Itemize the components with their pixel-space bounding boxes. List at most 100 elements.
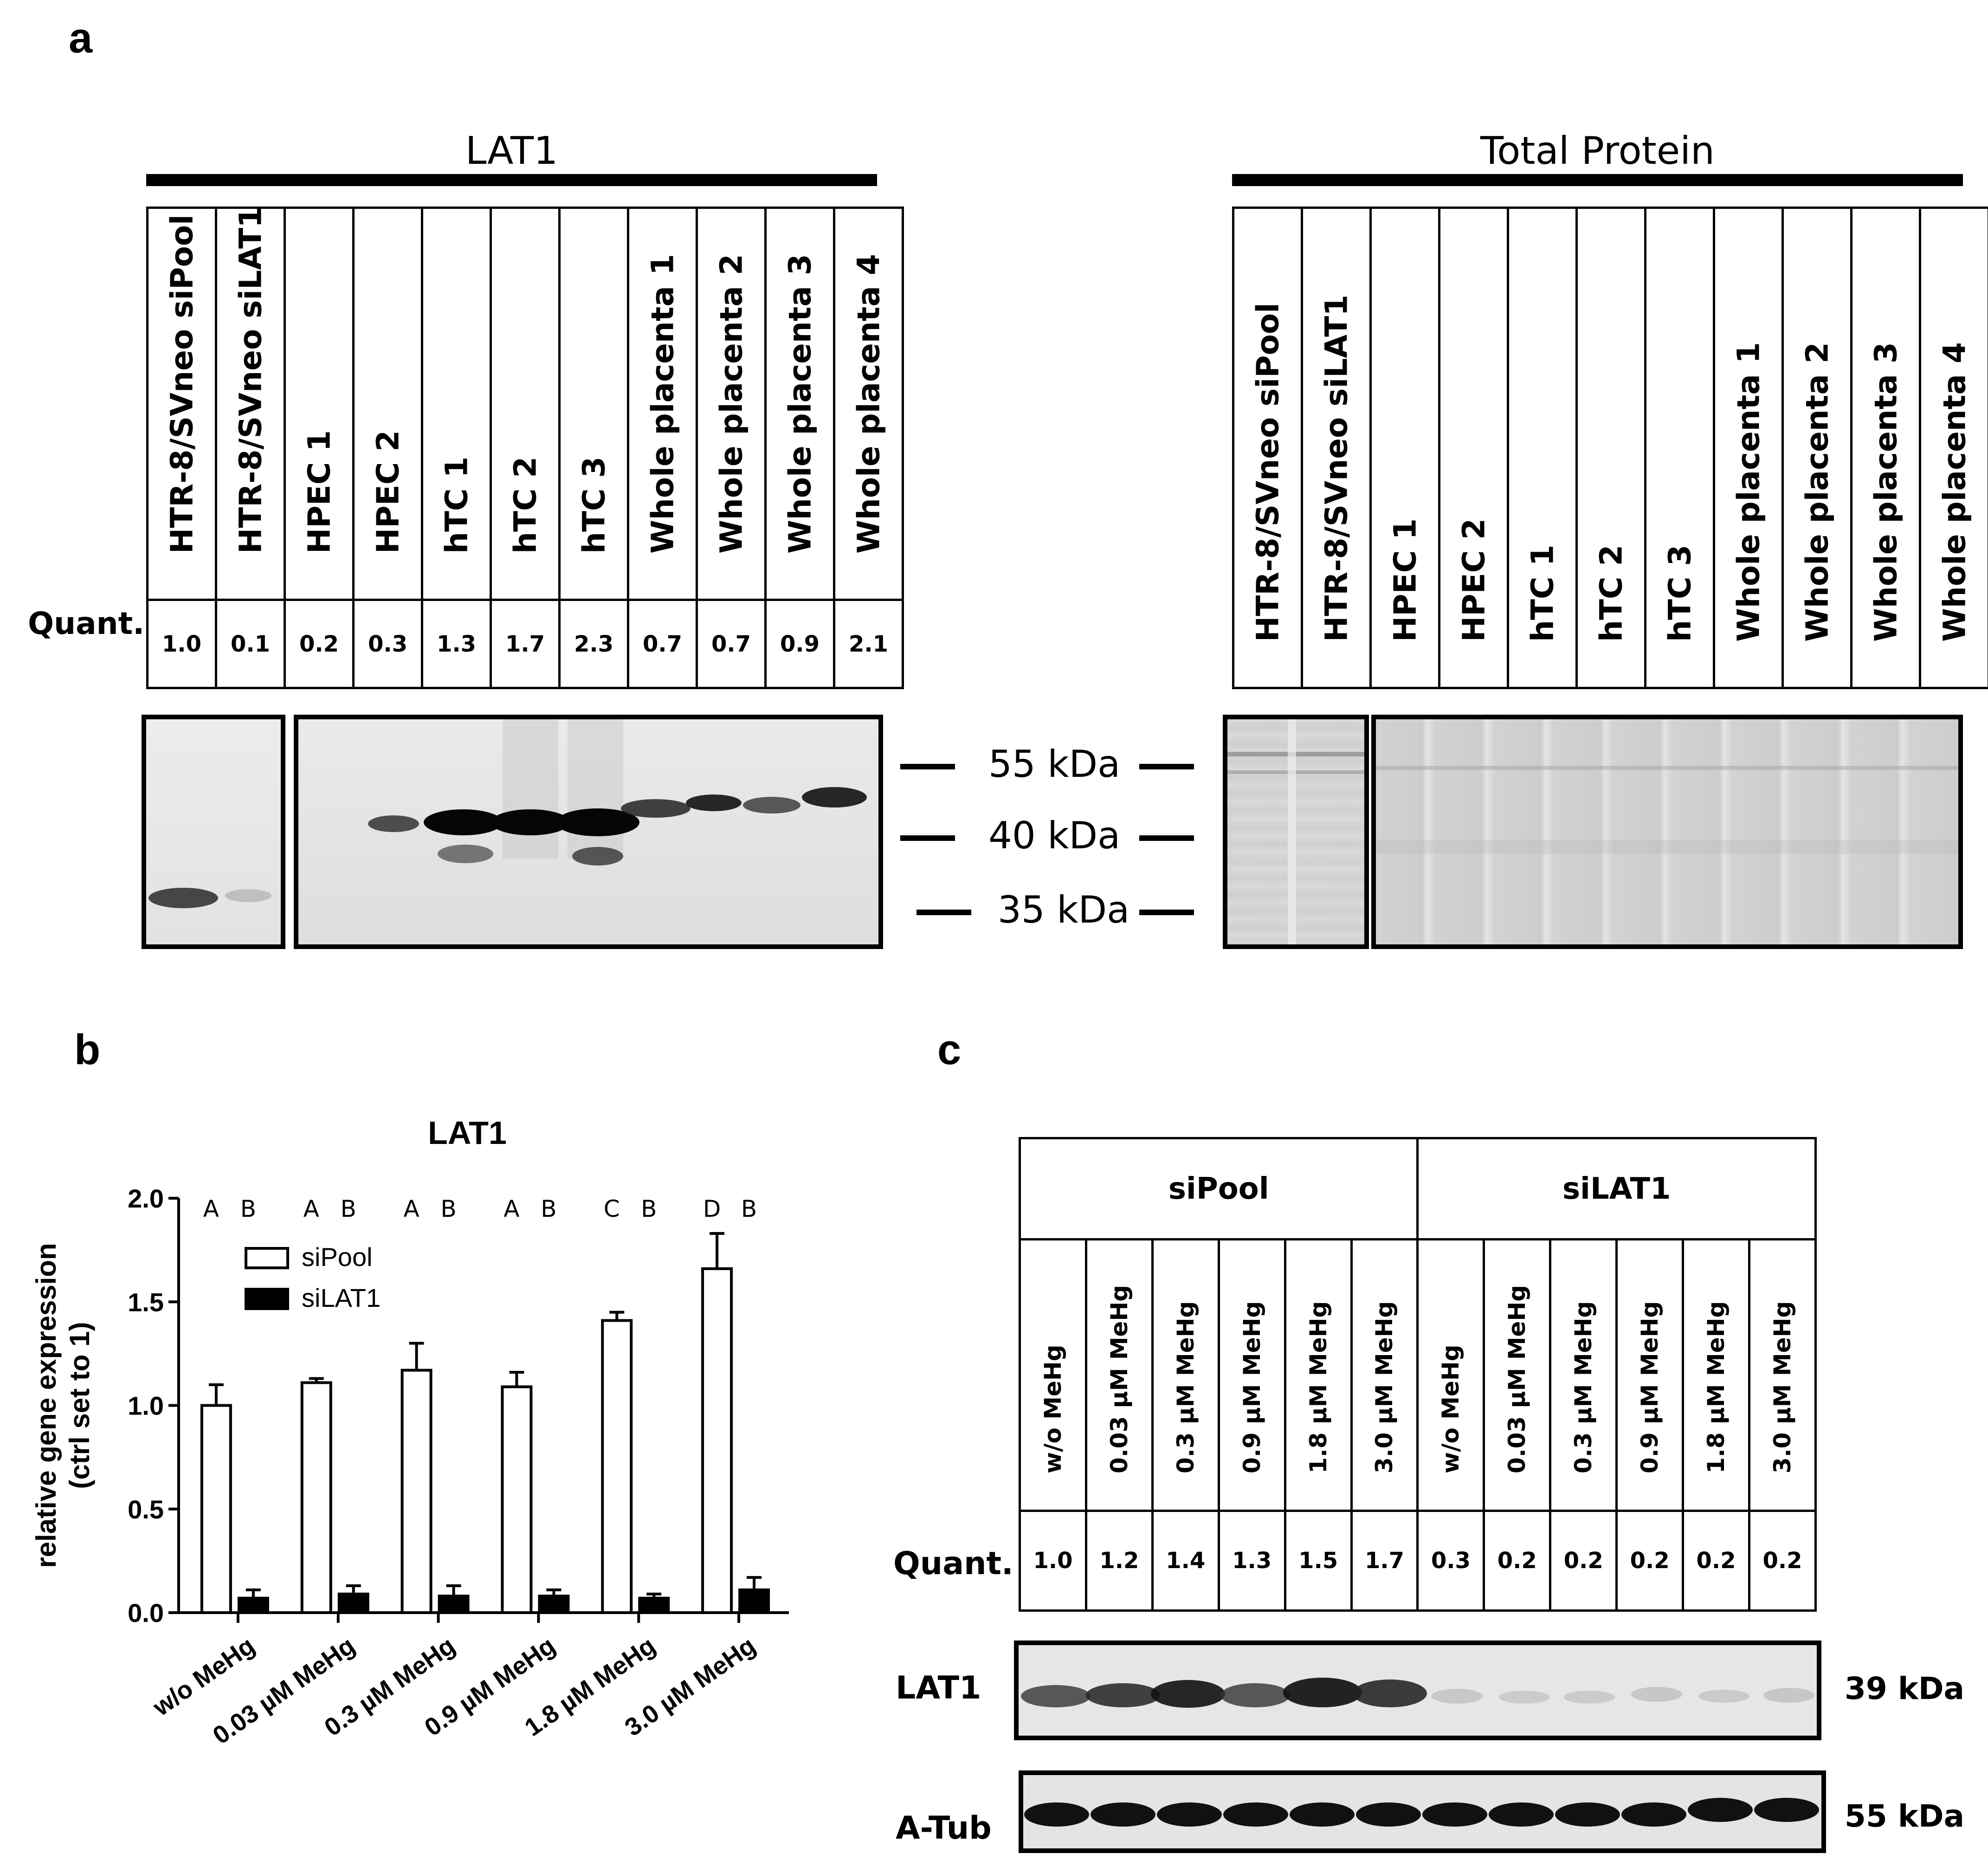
blot-label-atub: A-Tub xyxy=(896,1810,992,1847)
y-axis-label: relative gene expression(ctrl set to 1) xyxy=(31,1243,95,1568)
lat1-lane-label: hTC 2 xyxy=(490,207,561,601)
lat1-lane-label-wrap: hTC 1 xyxy=(423,209,490,599)
panel-c-lane-label-row: w/o MeHg 0.03 µM MeHg 0.3 µM MeHg 0.9 µM Me… xyxy=(1019,1238,1817,1512)
lat1-quant-row: 1.0 0.1 0.2 0.3 1.3 1.7 2.3 0.7 0.7 0.9 2.1 xyxy=(146,599,904,689)
total-protein-lane-label-text: hTC 1 xyxy=(1524,544,1560,642)
panel-c-lane-label: 3.0 µM MeHg xyxy=(1350,1238,1419,1512)
marker-35-left-tick xyxy=(917,910,971,915)
total-protein-lane-label-wrap: hTC 1 xyxy=(1509,209,1575,687)
panel-c-lane-label-text: 0.9 µM MeHg xyxy=(1238,1301,1265,1473)
chart-title: LAT1 xyxy=(428,1115,507,1151)
bar-silat1 xyxy=(738,1588,770,1615)
marker-55-left-tick xyxy=(900,764,955,769)
legend-swatch-sipool xyxy=(245,1247,289,1269)
y-tick-label: 2.0 xyxy=(128,1184,164,1213)
panel-c-group-row: siPool siLAT1 xyxy=(1018,1137,1817,1240)
lat1-lane-label-wrap: HPEC 2 xyxy=(355,209,421,599)
panel-c-quant-value: 1.0 xyxy=(1019,1510,1087,1612)
panel-c-quant-value: 0.2 xyxy=(1682,1510,1750,1612)
lat1-lane-label-text: HTR-8/SVneo siLAT1 xyxy=(232,209,268,554)
y-axis-label-line: relative gene expression xyxy=(31,1243,62,1568)
panel-c-lane-label-wrap: 0.3 µM MeHg xyxy=(1551,1240,1615,1510)
panel-a-quant-label: Quant. xyxy=(28,606,145,641)
total-protein-lane-label-text: HPEC 1 xyxy=(1387,518,1423,642)
atub-band xyxy=(1555,1802,1620,1827)
total-protein-lane-label-text: HTR-8/SVneo siLAT1 xyxy=(1318,294,1354,642)
total-protein-lane-label: hTC 3 xyxy=(1644,207,1715,689)
y-tick-label: 0.5 xyxy=(128,1495,164,1524)
panel-c-lane-label-text: w/o MeHg xyxy=(1437,1344,1465,1473)
panel-c-letter: c xyxy=(937,1026,962,1073)
lat1-lane-label: HTR-8/SVneo siPool xyxy=(146,207,217,601)
significance-letter-sipool: A xyxy=(503,1195,519,1222)
significance-letter-silat1: B xyxy=(741,1195,757,1222)
panel-c-lane-label-wrap: 3.0 µM MeHg xyxy=(1750,1240,1814,1510)
total-protein-lane-label-text: HPEC 2 xyxy=(1456,518,1491,642)
total-protein-lane-label-row: HTR-8/SVneo siPool HTR-8/SVneo siLAT1 HPEC… xyxy=(1232,207,1988,689)
panel-c-lane-label-wrap: 0.3 µM MeHg xyxy=(1154,1240,1218,1510)
atub-band xyxy=(1290,1802,1355,1827)
lat1-blot-htr8 xyxy=(142,715,285,949)
lat1-lane-table: HTR-8/SVneo siPool HTR-8/SVneo siLAT1 HPEC… xyxy=(146,207,904,689)
panel-c-lane-label-wrap: w/o MeHg xyxy=(1419,1240,1483,1510)
lat1-blot-tissues-bands xyxy=(368,719,867,865)
kda-label-39: 39 kDa xyxy=(1845,1671,1965,1706)
panel-c-lane-label-text: 0.3 µM MeHg xyxy=(1172,1301,1199,1473)
panel-c-quant-value: 1.3 xyxy=(1217,1510,1286,1612)
atub-band xyxy=(1422,1802,1487,1827)
lat1-lane-label: HTR-8/SVneo siLAT1 xyxy=(215,207,286,601)
total-protein-lane-label: HPEC 2 xyxy=(1438,207,1509,689)
lat1-lane-label-text: Whole placenta 2 xyxy=(713,254,749,554)
lat1-quant-value: 1.3 xyxy=(421,599,492,689)
y-axis-label-line: (ctrl set to 1) xyxy=(64,1322,95,1489)
total-protein-blot-htr8-bands xyxy=(1227,719,1364,944)
panel-c-lane-label-wrap: 0.03 µM MeHg xyxy=(1485,1240,1549,1510)
panel-c-atub-blot xyxy=(1019,1770,1826,1853)
panel-c-quant-value: 1.5 xyxy=(1284,1510,1353,1612)
total-protein-lane-label-wrap: HPEC 2 xyxy=(1440,209,1507,687)
lat1-quant-value: 0.7 xyxy=(627,599,698,689)
panel-c-lane-label: 0.03 µM MeHg xyxy=(1483,1238,1552,1512)
panel-c-lane-table: siPool siLAT1 w/o MeHg 0.03 µM MeHg 0.3 µM… xyxy=(1018,1137,1817,1612)
blot-label-lat1: LAT1 xyxy=(896,1670,981,1706)
lat1-lane-label-wrap: hTC 3 xyxy=(561,209,627,599)
bar-sipool xyxy=(701,1267,733,1614)
bar-sipool xyxy=(501,1385,533,1614)
panel-c-lane-label-text: 0.3 µM MeHg xyxy=(1570,1301,1597,1473)
panel-c-lane-label: 3.0 µM MeHg xyxy=(1748,1238,1817,1512)
total-protein-blot-tissues xyxy=(1371,715,1963,949)
lat1-lane-label-text: hTC 3 xyxy=(576,456,612,554)
lat1-lane-label-text: HPEC 2 xyxy=(370,430,406,554)
total-protein-lane-label-wrap: HPEC 1 xyxy=(1372,209,1438,687)
lat1-blot-tissues xyxy=(294,715,883,949)
lat1-lane-label-text: Whole placenta 4 xyxy=(851,254,886,554)
panel-c-quant-value: 1.2 xyxy=(1084,1510,1154,1612)
total-protein-lane-label: Whole placenta 1 xyxy=(1713,207,1784,689)
lat1-lane-label-text: Whole placenta 3 xyxy=(782,254,818,554)
significance-letter-silat1: B xyxy=(541,1195,556,1222)
total-protein-lane-label-text: Whole placenta 2 xyxy=(1799,342,1835,642)
panel-c-quant-value: 1.4 xyxy=(1151,1510,1220,1612)
lat1-lane-label: HPEC 1 xyxy=(284,207,355,601)
total-protein-lane-label-wrap: Whole placenta 3 xyxy=(1852,209,1919,687)
lat1-lane-label-wrap: HTR-8/SVneo siPool xyxy=(148,209,215,599)
bar-silat1 xyxy=(438,1595,470,1615)
total-protein-lane-label: HTR-8/SVneo siPool xyxy=(1232,207,1303,689)
lat1-lane-label-text: HPEC 1 xyxy=(301,430,337,554)
total-protein-lane-label: HPEC 1 xyxy=(1369,207,1440,689)
lat1-lane-label-text: hTC 1 xyxy=(439,456,474,554)
atub-band xyxy=(1223,1802,1288,1827)
panel-c-lane-label: w/o MeHg xyxy=(1019,1238,1087,1512)
lat1-lane-label-wrap: hTC 2 xyxy=(492,209,558,599)
bar-sipool xyxy=(300,1381,332,1614)
total-protein-lane-label-text: hTC 3 xyxy=(1662,544,1698,642)
panel-c-lane-label: 0.3 µM MeHg xyxy=(1151,1238,1220,1512)
lat1-quant-value: 0.3 xyxy=(352,599,423,689)
atub-band xyxy=(1024,1802,1089,1827)
total-protein-lane-label-wrap: Whole placenta 4 xyxy=(1921,209,1988,687)
significance-letter-sipool: A xyxy=(303,1195,319,1222)
total-protein-lane-label: hTC 2 xyxy=(1575,207,1646,689)
panel-c-quant-value: 0.2 xyxy=(1748,1510,1817,1612)
significance-letter-sipool: D xyxy=(703,1195,721,1222)
lat1-header: LAT1 xyxy=(465,129,558,173)
